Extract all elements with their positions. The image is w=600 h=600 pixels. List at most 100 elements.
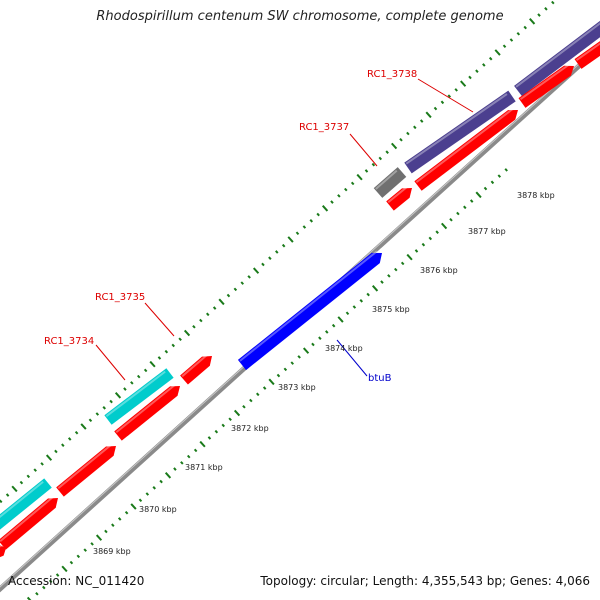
gene-btub-box-shape [237,252,382,371]
ruler-label: 3872 kbp [231,424,269,433]
major-tick [337,316,344,323]
minor-tick [447,94,452,98]
minor-tick [35,591,39,596]
major-tick [252,267,260,274]
minor-tick [242,404,246,409]
minor-tick [136,374,141,379]
inner-tick-ruler [26,168,508,600]
major-tick [233,409,241,417]
minor-tick [54,449,58,454]
major-tick [80,423,87,430]
gene-label-rc1-3734[interactable]: RC1_3734 [44,336,94,347]
major-tick [371,285,379,292]
gene-rc1-3735-box-shape [180,355,213,385]
gene-btub-box-highlight [239,250,378,362]
minor-tick [504,168,508,172]
minor-tick [414,249,419,253]
genome-summary: Topology: circular; Length: 4,355,543 bp… [260,574,590,588]
minor-tick [117,517,122,521]
major-tick [114,392,122,399]
major-tick [199,440,206,448]
gene-box-shape [0,544,6,561]
minor-tick [173,467,177,471]
major-tick [218,298,225,306]
ruler-label: 3873 kbp [278,383,316,392]
minor-tick [104,529,108,534]
minor-tick [366,292,370,297]
minor-tick [337,194,341,198]
minor-tick [385,150,389,154]
minor-tick [76,554,81,559]
gene-rc1-3734-box [104,368,174,425]
minor-tick [157,356,162,360]
gene-label-btub[interactable]: btuB [368,373,392,384]
minor-tick [249,398,253,403]
major-tick [321,205,329,212]
major-tick [61,565,68,573]
major-tick [130,503,137,510]
leader-line-rc1-3735 [144,302,175,337]
minor-tick [378,156,383,161]
outer-tick-ruler [0,0,555,504]
minor-tick [413,125,417,130]
pseudo-gene-box [373,167,407,198]
gene-box-highlight [415,107,514,184]
gene-box [386,186,412,211]
minor-tick [40,462,44,466]
minor-tick [240,281,245,285]
minor-tick [143,368,148,373]
ruler-label: 3878 kbp [517,191,555,200]
minor-tick [42,585,46,590]
major-tick [391,142,398,150]
gene-rc1-3737-box [404,90,516,174]
minor-tick [421,242,426,247]
gene-box [56,444,117,497]
minor-tick [199,318,203,323]
minor-tick [214,429,219,434]
minor-tick [352,305,357,309]
major-tick [11,485,18,493]
gene-label-rc1-3735[interactable]: RC1_3735 [95,292,145,303]
gene-box-shape [386,188,412,211]
minor-tick [428,236,433,241]
minor-tick [311,342,315,347]
major-tick [460,80,467,87]
minor-tick [33,468,37,472]
pseudo-gene-box-shape [373,167,407,198]
minor-tick [207,436,212,440]
minor-tick [228,417,232,422]
gene-label-layer: RC1_3738 RC1_3737 RC1_3735 RC1_3734 btuB [44,69,474,384]
minor-tick [364,169,369,173]
major-tick [425,111,432,119]
minor-tick [262,386,267,390]
minor-tick [318,336,322,340]
minor-tick [26,474,31,479]
minor-tick [275,250,279,254]
minor-tick [399,137,403,142]
gene-label-rc1-3738[interactable]: RC1_3738 [367,69,417,80]
gene-box-shape [574,39,600,69]
minor-tick [325,330,329,334]
minor-tick [400,261,405,266]
gene-box-highlight [519,63,570,100]
minor-tick [440,100,445,105]
minor-tick [152,486,156,490]
gene-rc1-3737-box-highlight [405,93,508,165]
minor-tick [5,493,10,497]
gene-label-rc1-3737[interactable]: RC1_3737 [299,122,349,133]
minor-tick [247,275,251,279]
gene-rc1-3735-box-highlight [181,354,208,378]
minor-tick [193,448,198,453]
minor-tick [380,280,384,284]
minor-tick [268,256,272,260]
major-tick [26,596,32,600]
minor-tick [233,287,238,292]
minor-tick [290,361,295,365]
gene-box-shape [56,445,117,497]
gene-rc1-3738-box [514,14,600,97]
minor-tick [0,499,3,504]
minor-tick [90,542,94,546]
major-tick [494,49,501,56]
minor-tick [61,443,65,447]
